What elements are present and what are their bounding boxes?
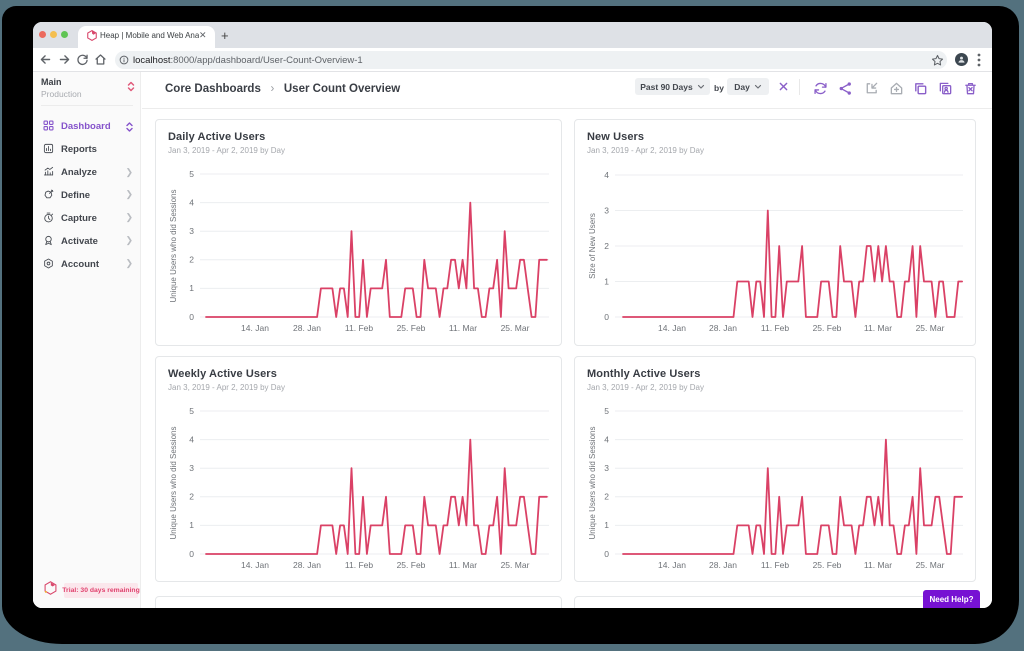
svg-text:25. Feb: 25. Feb [397,323,426,333]
svg-text:25. Feb: 25. Feb [813,323,842,333]
svg-text:11. Feb: 11. Feb [761,560,789,570]
svg-text:28. Jan: 28. Jan [709,560,737,570]
svg-text:25. Mar: 25. Mar [501,323,530,333]
svg-text:2: 2 [604,492,609,502]
svg-text:Unique Users who did Sessions: Unique Users who did Sessions [169,427,178,540]
svg-text:1: 1 [604,520,609,530]
svg-text:11. Feb: 11. Feb [345,323,373,333]
svg-text:Unique Users who did Sessions: Unique Users who did Sessions [588,427,597,540]
svg-text:11. Mar: 11. Mar [449,323,477,333]
svg-text:25. Mar: 25. Mar [916,323,945,333]
svg-text:11. Mar: 11. Mar [864,560,892,570]
svg-text:4: 4 [604,434,609,444]
svg-text:4: 4 [604,170,609,180]
svg-text:0: 0 [189,312,194,322]
svg-text:14. Jan: 14. Jan [241,323,269,333]
svg-text:5: 5 [604,406,609,416]
svg-text:28. Jan: 28. Jan [709,323,737,333]
svg-text:2: 2 [189,492,194,502]
svg-text:25. Feb: 25. Feb [397,560,426,570]
svg-text:25. Feb: 25. Feb [813,560,842,570]
svg-text:11. Feb: 11. Feb [345,560,373,570]
svg-text:0: 0 [604,549,609,559]
svg-text:0: 0 [189,549,194,559]
svg-text:2: 2 [604,241,609,251]
svg-text:3: 3 [604,463,609,473]
svg-text:1: 1 [189,283,194,293]
svg-text:5: 5 [189,406,194,416]
svg-text:4: 4 [189,434,194,444]
svg-text:25. Mar: 25. Mar [916,560,945,570]
svg-text:14. Jan: 14. Jan [658,560,686,570]
svg-text:28. Jan: 28. Jan [293,560,321,570]
svg-text:3: 3 [189,226,194,236]
svg-text:14. Jan: 14. Jan [658,323,686,333]
svg-text:3: 3 [189,463,194,473]
svg-text:4: 4 [189,197,194,207]
svg-text:Size of New Users: Size of New Users [588,213,597,279]
svg-text:11. Mar: 11. Mar [449,560,477,570]
svg-text:11. Mar: 11. Mar [864,323,892,333]
svg-text:1: 1 [604,276,609,286]
svg-text:11. Feb: 11. Feb [761,323,789,333]
svg-text:0: 0 [604,312,609,322]
svg-text:2: 2 [189,255,194,265]
svg-text:14. Jan: 14. Jan [241,560,269,570]
svg-text:28. Jan: 28. Jan [293,323,321,333]
svg-text:Unique Users who did Sessions: Unique Users who did Sessions [169,190,178,303]
svg-text:5: 5 [189,169,194,179]
svg-text:1: 1 [189,520,194,530]
svg-text:25. Mar: 25. Mar [501,560,530,570]
svg-text:3: 3 [604,205,609,215]
